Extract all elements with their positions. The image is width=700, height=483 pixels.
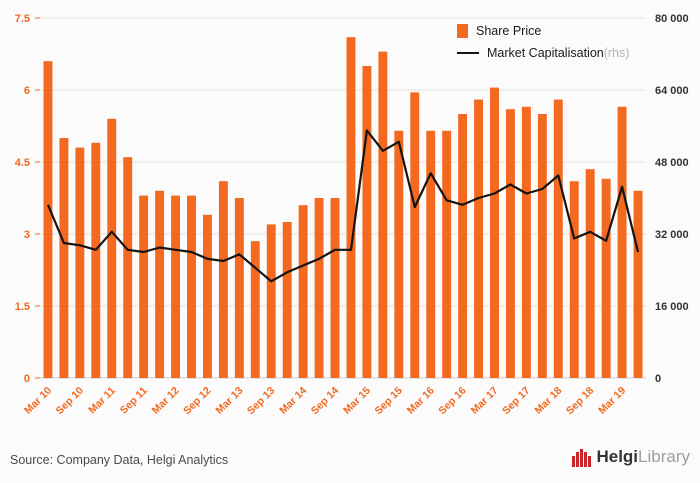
svg-text:16 000: 16 000 xyxy=(655,301,689,313)
svg-text:Sep 13: Sep 13 xyxy=(245,385,278,418)
legend-item-share-price: Share Price xyxy=(457,24,629,38)
svg-text:Mar 17: Mar 17 xyxy=(469,385,501,417)
source-text: Source: Company Data, Helgi Analytics xyxy=(10,453,229,467)
logo-suffix-text: Library xyxy=(638,447,690,466)
svg-text:Sep 17: Sep 17 xyxy=(500,385,533,418)
svg-text:Sep 11: Sep 11 xyxy=(118,385,150,417)
svg-text:Sep 12: Sep 12 xyxy=(181,385,214,418)
legend-label-market-cap: Market Capitalisation xyxy=(487,46,604,60)
svg-text:Mar 14: Mar 14 xyxy=(277,385,309,417)
svg-text:Sep 10: Sep 10 xyxy=(54,385,87,418)
share-price-market-cap-chart: 0 1.5 3 4.5 6 7.5 0 16 000 32 000 48 000 64 000 80 … xyxy=(15,13,689,418)
svg-text:0: 0 xyxy=(655,373,661,385)
svg-text:Sep 14: Sep 14 xyxy=(309,385,342,418)
svg-text:1.5: 1.5 xyxy=(15,301,30,313)
svg-text:32 000: 32 000 xyxy=(655,229,689,241)
legend-label-rhs-suffix: (rhs) xyxy=(603,46,630,60)
svg-text:Mar 12: Mar 12 xyxy=(150,385,182,417)
svg-text:6: 6 xyxy=(24,85,30,97)
svg-text:0: 0 xyxy=(24,373,30,385)
svg-text:64 000: 64 000 xyxy=(655,85,689,97)
svg-text:Sep 15: Sep 15 xyxy=(373,385,406,418)
market-cap-line-icon xyxy=(457,52,479,54)
svg-text:Mar 11: Mar 11 xyxy=(86,385,118,417)
svg-text:Mar 18: Mar 18 xyxy=(532,385,564,417)
svg-text:Sep 16: Sep 16 xyxy=(436,385,469,418)
helgi-library-logo[interactable]: Helgi Library xyxy=(571,447,690,467)
legend-label-share-price: Share Price xyxy=(476,24,542,38)
svg-text:80 000: 80 000 xyxy=(655,13,689,25)
svg-text:48 000: 48 000 xyxy=(655,157,689,169)
logo-brand-text: Helgi xyxy=(596,447,639,466)
svg-text:Mar 13: Mar 13 xyxy=(213,385,245,417)
svg-text:Mar 15: Mar 15 xyxy=(341,385,373,417)
svg-text:Mar 10: Mar 10 xyxy=(22,385,54,417)
svg-text:Mar 16: Mar 16 xyxy=(405,385,437,417)
helgi-logo-icon xyxy=(572,449,592,467)
legend: Share Price Market Capitalisation (rhs) xyxy=(457,24,629,68)
svg-text:7.5: 7.5 xyxy=(15,13,30,25)
legend-item-market-cap: Market Capitalisation (rhs) xyxy=(457,46,629,60)
svg-text:Mar 19: Mar 19 xyxy=(596,385,628,417)
svg-text:3: 3 xyxy=(24,229,30,241)
svg-text:Sep 18: Sep 18 xyxy=(564,385,597,418)
share-price-swatch-icon xyxy=(457,24,468,38)
svg-text:4.5: 4.5 xyxy=(15,157,30,169)
